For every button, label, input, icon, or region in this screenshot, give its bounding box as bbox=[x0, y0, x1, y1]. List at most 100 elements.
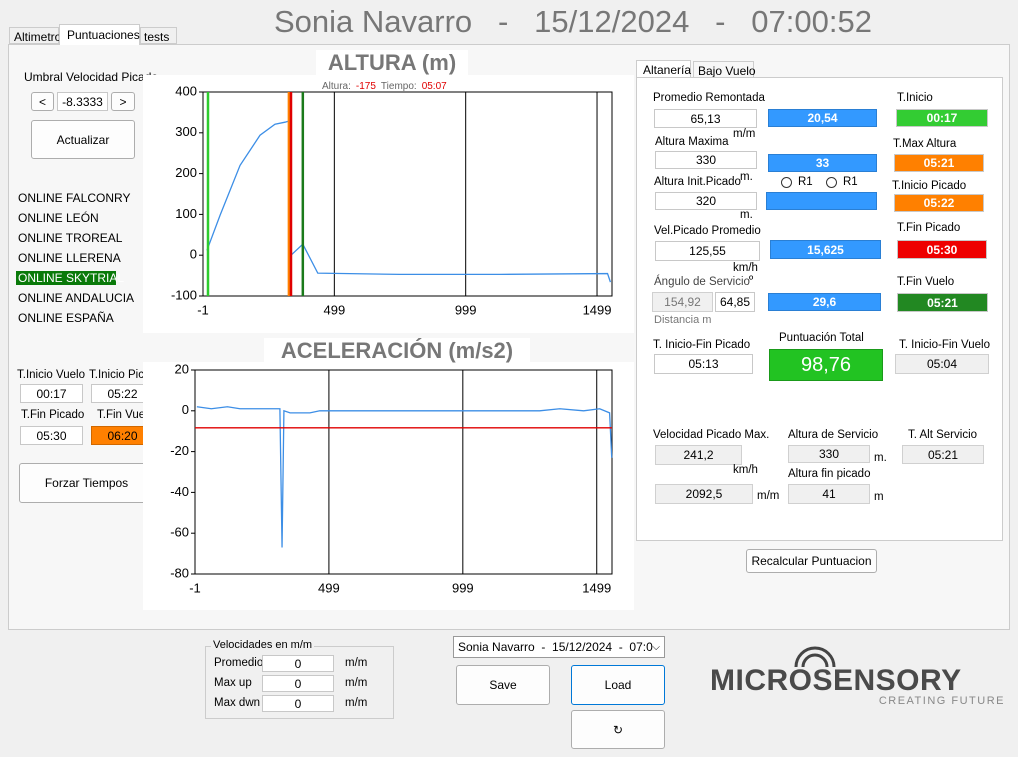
x-tick-label: -1 bbox=[197, 302, 209, 317]
data-line bbox=[196, 406, 613, 548]
load-button[interactable]: Load bbox=[571, 665, 665, 705]
x-tick-label: 499 bbox=[318, 580, 340, 595]
umbral-field[interactable]: -8.3333 bbox=[57, 92, 108, 111]
field: 05:04 bbox=[895, 354, 989, 374]
label: Vel.Picado Promedio bbox=[654, 225, 761, 237]
field[interactable]: 125,55 bbox=[655, 241, 760, 261]
field: 154,92 bbox=[652, 292, 713, 312]
label: T. Inicio-Fin Picado bbox=[653, 339, 751, 351]
label: T.Fin Picado bbox=[21, 409, 85, 421]
field: 2092,5 bbox=[655, 484, 753, 504]
unit: m/m bbox=[345, 697, 368, 709]
label: Altura de Servicio bbox=[788, 429, 879, 441]
y-tick-label: -60 bbox=[170, 525, 189, 540]
tab[interactable]: Altanería bbox=[636, 60, 691, 78]
label: Velocidad Picado Max. bbox=[653, 429, 770, 441]
field: 330 bbox=[788, 445, 870, 463]
label: Umbral Velocidad Picado bbox=[24, 70, 159, 84]
tab[interactable]: Altimetro bbox=[9, 27, 61, 44]
group-title: Velocidades en m/m bbox=[211, 639, 315, 651]
x-tick-label: 1499 bbox=[583, 302, 612, 317]
field[interactable]: 64,85 bbox=[715, 292, 755, 312]
field: 0 bbox=[262, 675, 334, 692]
subtitle-part: Tiempo: bbox=[381, 81, 417, 92]
unit: m/m bbox=[345, 657, 368, 669]
radio[interactable] bbox=[826, 177, 837, 188]
field: 05:21 bbox=[902, 445, 984, 464]
refresh-button[interactable]: ↻ bbox=[571, 710, 665, 749]
x-tick-label: 499 bbox=[323, 302, 345, 317]
y-tick-label: 0 bbox=[190, 247, 197, 262]
unit: km/h bbox=[733, 464, 758, 476]
time-field[interactable]: 05:30 bbox=[20, 426, 83, 445]
plot-frame bbox=[194, 369, 613, 575]
update-button[interactable]: Actualizar bbox=[31, 120, 135, 159]
label: T.Max Altura bbox=[893, 138, 957, 150]
time-field: 05:21 bbox=[897, 293, 988, 312]
time-field[interactable]: 06:20 bbox=[91, 426, 154, 445]
combo-arrow: ⌵ bbox=[652, 641, 660, 653]
label: Ángulo de Servicio bbox=[654, 276, 750, 288]
unit: m/m bbox=[345, 677, 368, 689]
online-item: ONLINE ANDALUCIA bbox=[18, 291, 135, 305]
calc-field: 33 bbox=[768, 154, 877, 172]
plot-frame bbox=[202, 91, 613, 297]
note: Distancia m bbox=[654, 314, 712, 326]
force-times-button[interactable]: Forzar Tiempos bbox=[19, 463, 154, 503]
time-field[interactable]: 05:22 bbox=[91, 384, 154, 403]
unit: m. bbox=[874, 452, 887, 464]
y-tick-label: 0 bbox=[182, 402, 189, 417]
chart-background bbox=[143, 75, 634, 333]
save-button[interactable]: Save bbox=[456, 665, 550, 705]
unit: m/m bbox=[757, 490, 780, 502]
label: Max up bbox=[214, 677, 252, 689]
x-tick-label: 999 bbox=[455, 302, 477, 317]
subtitle-part: Altura: bbox=[322, 81, 351, 92]
x-tick-label: -1 bbox=[189, 580, 201, 595]
label: T.Fin Vuelo bbox=[897, 276, 955, 288]
radio[interactable] bbox=[781, 177, 792, 188]
recalculate-button[interactable]: Recalcular Puntuacion bbox=[746, 549, 877, 573]
label: Puntuación Total bbox=[779, 332, 864, 344]
label: T.Inicio Picado bbox=[892, 180, 967, 192]
increment-button[interactable]: > bbox=[111, 92, 135, 111]
y-tick-label: -40 bbox=[170, 484, 189, 499]
time-field[interactable]: 00:17 bbox=[20, 384, 83, 403]
label: Altura Init.Picado bbox=[654, 176, 741, 188]
field[interactable]: 65,13 bbox=[654, 109, 757, 128]
field: 241,2 bbox=[655, 445, 742, 465]
field[interactable]: 320 bbox=[655, 192, 757, 210]
field[interactable]: 330 bbox=[655, 151, 757, 169]
y-tick-label: 200 bbox=[175, 165, 197, 180]
label: Altura fin picado bbox=[788, 468, 871, 480]
tab[interactable]: Bajo Vuelo bbox=[693, 61, 756, 78]
y-tick-label: 400 bbox=[175, 83, 197, 98]
unit: m. bbox=[740, 209, 753, 221]
charts: ALTURA (m) Altura: -175 Tiempo: 05:07 -1 499 99… bbox=[143, 49, 634, 596]
unit: m. bbox=[740, 171, 753, 183]
tab[interactable]: Puntuaciones bbox=[59, 24, 140, 45]
title-background bbox=[264, 338, 530, 365]
label: T.Fin Picado bbox=[897, 222, 961, 234]
field[interactable]: 05:13 bbox=[654, 354, 753, 374]
subtitle-part: -175 bbox=[356, 81, 376, 92]
decrement-button[interactable]: < bbox=[31, 92, 54, 111]
calc-field: 29,6 bbox=[768, 293, 881, 311]
y-tick-label: 20 bbox=[175, 361, 189, 376]
y-tick-label: -20 bbox=[170, 443, 189, 458]
y-tick-label: -100 bbox=[171, 287, 197, 302]
calc-field: 20,54 bbox=[768, 109, 877, 127]
field: 0 bbox=[262, 655, 334, 672]
time-field: 05:21 bbox=[894, 154, 984, 172]
unit: m/m bbox=[733, 128, 756, 140]
unit: km/h bbox=[733, 262, 758, 274]
logo-waves bbox=[794, 646, 836, 668]
session-combo[interactable]: Sonia Navarro - 15/12/2024 - 07:0 ⌵ bbox=[453, 636, 665, 658]
unit: m bbox=[874, 491, 884, 503]
field: 0 bbox=[262, 695, 334, 712]
chart-title: ACELERACIÓN (m/s2) bbox=[281, 338, 513, 363]
time-field: 05:22 bbox=[894, 194, 984, 212]
chart-subtitle: Altura: -175 Tiempo: 05:07 bbox=[322, 81, 447, 92]
online-item: ONLINE LEÓN bbox=[18, 211, 99, 225]
tab[interactable]: tests bbox=[140, 27, 177, 44]
